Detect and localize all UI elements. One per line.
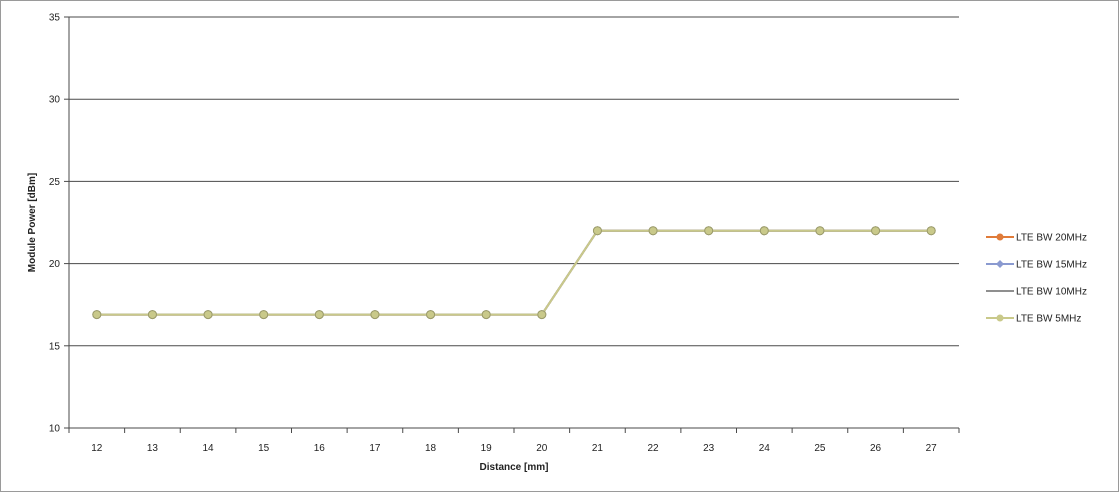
x-tick-label: 17: [369, 443, 381, 454]
data-point: [704, 226, 714, 236]
legend-label: LTE BW 15MHz: [1016, 260, 1087, 271]
legend: LTE BW 20MHz LTE BW 15MHz LTE BW 10MHz LTE …: [986, 233, 1087, 325]
legend-label: LTE BW 10MHz: [1016, 287, 1087, 298]
data-point: [147, 310, 157, 320]
data-point: [926, 226, 936, 236]
x-tick-label: 19: [481, 443, 493, 454]
series-2: [92, 226, 936, 320]
y-tick-label: 30: [49, 95, 61, 106]
series-line: [96, 229, 932, 316]
x-tick-label: 21: [592, 443, 604, 454]
data-point: [314, 310, 324, 320]
axes: 10 15 20 25 30 35 12 13 14 15 16 17 18 19 20 21 22 23 24 25…: [49, 13, 960, 454]
y-tick-label: 15: [49, 341, 61, 352]
x-tick-label: 25: [814, 443, 826, 454]
data-point: [759, 226, 769, 236]
data-point: [815, 226, 825, 236]
series-lines: [92, 226, 936, 320]
x-tick-label: 26: [870, 443, 882, 454]
data-point: [259, 310, 269, 320]
data-point: [92, 310, 102, 320]
series-line: [96, 229, 932, 316]
data-point: [871, 226, 881, 236]
data-point: [537, 310, 547, 320]
x-tick-label: 23: [703, 443, 715, 454]
data-point: [426, 310, 436, 320]
data-point: [481, 310, 491, 320]
x-tick-label: 12: [91, 443, 103, 454]
x-tick-label: 20: [536, 443, 548, 454]
data-point: [648, 226, 658, 236]
legend-item: LTE BW 5MHz: [986, 314, 1081, 325]
y-tick-label: 10: [49, 424, 61, 435]
y-tick-label: 25: [49, 177, 61, 188]
data-point: [592, 226, 602, 236]
series-4: [92, 226, 936, 320]
x-tick-label: 24: [759, 443, 771, 454]
legend-label: LTE BW 5MHz: [1016, 314, 1081, 325]
x-axis-title: Distance [mm]: [480, 462, 549, 473]
x-tick-label: 27: [926, 443, 938, 454]
series-line: [96, 229, 932, 316]
legend-marker: [996, 233, 1004, 241]
legend-item: LTE BW 20MHz: [986, 233, 1087, 244]
series-line: [96, 229, 932, 316]
legend-item: LTE BW 10MHz: [986, 287, 1087, 298]
legend-marker: [996, 314, 1004, 322]
x-tick-label: 13: [147, 443, 159, 454]
y-axis-title: Module Power [dBm]: [27, 173, 38, 272]
legend-marker: [996, 260, 1004, 268]
x-tick-label: 22: [648, 443, 660, 454]
legend-label: LTE BW 20MHz: [1016, 233, 1087, 244]
gridlines: [69, 16, 959, 429]
x-tick-label: 14: [203, 443, 215, 454]
y-tick-label: 20: [49, 259, 61, 270]
series-1: [92, 226, 936, 320]
y-tick-label: 35: [49, 13, 61, 24]
x-tick-label: 18: [425, 443, 437, 454]
legend-item: LTE BW 15MHz: [986, 260, 1087, 271]
x-tick-label: 16: [314, 443, 326, 454]
data-point: [370, 310, 380, 320]
x-tick-label: 15: [258, 443, 270, 454]
data-point: [203, 310, 213, 320]
series-3: [96, 229, 932, 316]
